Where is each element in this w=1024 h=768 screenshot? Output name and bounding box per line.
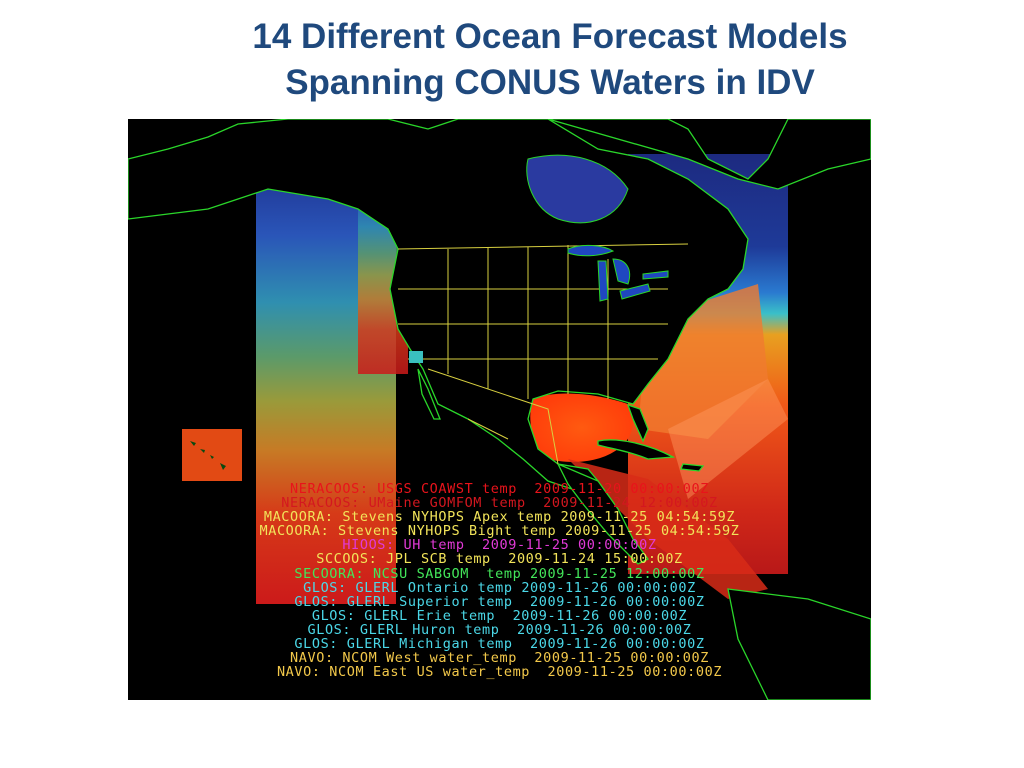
model-legend: NERACOOS: USGS COAWST temp 2009-11-20 00…: [128, 482, 871, 679]
legend-entry: SCCOOS: JPL SCB temp 2009-11-24 15:00:00…: [316, 551, 683, 568]
map-graphic: [128, 119, 871, 700]
legend-entry: NERACOOS: USGS COAWST temp 2009-11-20 00…: [290, 481, 709, 497]
scb-temperature-field: [409, 351, 423, 363]
legend-entry: NAVO: NCOM East US water_temp 2009-11-25…: [276, 664, 723, 681]
legend-entry: GLOS: GLERL Ontario temp 2009-11-26 00:0…: [303, 579, 696, 596]
legend-entry: NAVO: NCOM West water_temp 2009-11-25 00…: [290, 650, 709, 667]
legend-entry: GLOS: GLERL Superior temp 2009-11-26 00:…: [294, 593, 705, 610]
legend-entry: SECOORA: NCSU SABGOM temp 2009-11-25 12:…: [294, 565, 705, 582]
gulf-temperature-field: [530, 393, 634, 462]
legend-entry: GLOS: GLERL Erie temp 2009-11-26 00:00:0…: [311, 607, 688, 624]
legend-entry: MACOORA: Stevens NYHOPS Bight temp 2009-…: [259, 523, 740, 540]
legend-entry: HIOOS: UH temp 2009-11-25 00:00:00Z: [342, 537, 657, 554]
political-boundaries: [397, 243, 689, 465]
title-line-2: Spanning CONUS Waters in IDV: [285, 63, 815, 102]
legend-entry: GLOS: GLERL Michigan temp 2009-11-26 00:…: [294, 636, 705, 653]
great-lakes: [567, 244, 669, 302]
slide-title: 14 Different Ocean Forecast Models Spann…: [120, 14, 980, 106]
legend-entry: NERACOOS: UMaine GOMFOM temp 2009-11-24 …: [281, 495, 718, 512]
hudson-bay: [526, 154, 629, 224]
legend-entry: GLOS: GLERL Huron temp 2009-11-26 00:00:…: [307, 621, 692, 638]
title-line-1: 14 Different Ocean Forecast Models: [252, 17, 848, 56]
ocean-model-map: NERACOOS: USGS COAWST temp 2009-11-20 00…: [128, 119, 871, 700]
legend-entry: MACOORA: Stevens NYHOPS Apex temp 2009-1…: [263, 509, 736, 526]
hawaii-temperature-field: [182, 429, 242, 481]
